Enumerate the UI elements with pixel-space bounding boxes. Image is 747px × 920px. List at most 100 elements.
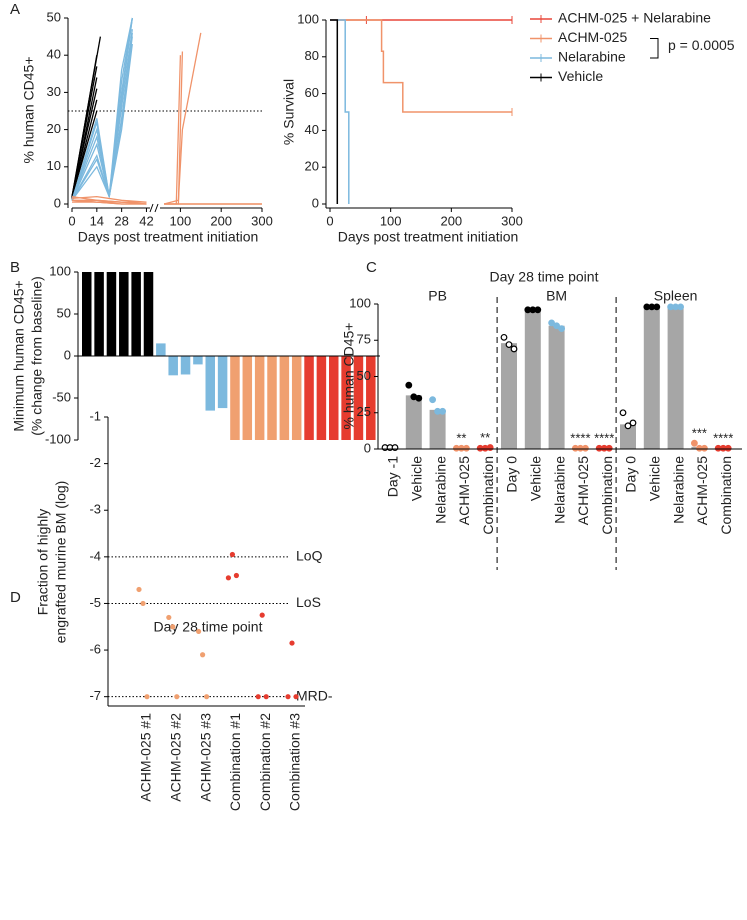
y-axis-label: % Survival: [281, 79, 297, 145]
x-tick-label: ACHM-025 #2: [168, 713, 184, 802]
x-tick-label: 14: [90, 213, 104, 228]
data-point: [558, 325, 565, 333]
y-tick-label: 100: [297, 11, 319, 26]
panel-label: C: [366, 259, 377, 276]
x-tick-label: 300: [501, 213, 523, 228]
chart-title: Day 28 time point: [490, 269, 599, 285]
y-tick-label: -4: [89, 548, 101, 563]
bar: [620, 424, 636, 449]
y-tick-label: -6: [89, 642, 101, 657]
y-tick-label: -7: [89, 688, 101, 703]
data-point: [166, 614, 172, 621]
data-line: [72, 32, 202, 205]
data-point: [619, 409, 627, 417]
y-tick-label: -2: [89, 455, 101, 470]
x-tick-label: 200: [440, 213, 462, 228]
y-tick-label: 50: [47, 9, 61, 24]
significance-label: **: [480, 430, 490, 445]
y-tick-label: 20: [305, 159, 319, 174]
x-tick-label: Combination #1: [227, 713, 243, 811]
x-tick-label: ACHM-025 #3: [197, 713, 213, 802]
bar: [267, 356, 277, 440]
p-value: p = 0.0005: [668, 37, 735, 53]
data-point: [605, 444, 613, 452]
data-point: [629, 419, 637, 427]
legend-label: ACHM-025: [558, 29, 627, 45]
y-tick-label: 75: [357, 332, 371, 347]
data-point: [500, 333, 508, 341]
data-point: [429, 396, 437, 404]
x-tick-label: Nelarabine: [551, 456, 567, 524]
y-tick-label: -100: [45, 431, 71, 446]
x-tick-label: 100: [380, 213, 402, 228]
y-tick-label: 0: [64, 347, 71, 362]
survival-curve: [330, 19, 350, 204]
bar: [82, 272, 92, 356]
group-label: Spleen: [654, 288, 698, 304]
data-point: [259, 612, 265, 618]
reference-label: LoS: [296, 594, 321, 610]
y-tick-label: 0: [364, 440, 371, 455]
x-tick-label: Combination: [599, 456, 615, 535]
bar: [501, 343, 517, 449]
y-tick-label: 100: [49, 263, 71, 278]
data-point: [174, 694, 180, 700]
data-line: [71, 77, 98, 201]
x-tick-label: Vehicle: [647, 456, 663, 501]
y-tick-label: 30: [47, 84, 61, 99]
bar: [667, 306, 684, 449]
x-tick-label: Nelarabine: [432, 456, 448, 524]
legend-label: Nelarabine: [558, 49, 626, 65]
bar: [353, 356, 364, 440]
bar: [304, 356, 314, 440]
bar: [524, 309, 541, 449]
data-point: [691, 439, 698, 447]
data-line: [71, 195, 262, 205]
reference-label: MRD-: [296, 687, 333, 703]
data-point: [136, 586, 142, 593]
data-point: [510, 345, 518, 353]
significance-label: **: [456, 431, 466, 446]
x-tick-label: 0: [326, 213, 333, 228]
data-point: [140, 600, 146, 607]
bar: [279, 356, 290, 440]
data-point: [653, 303, 661, 311]
data-point: [548, 319, 555, 327]
significance-label: ***: [692, 426, 707, 441]
y-axis-label: % human CD45+: [21, 56, 37, 163]
y-tick-label: 50: [357, 368, 371, 383]
x-tick-label: ACHM-025 #1: [138, 713, 154, 802]
bar: [341, 356, 351, 440]
bar: [230, 356, 240, 440]
y-axis-label: % human CD45+: [341, 322, 357, 429]
bar: [106, 272, 117, 356]
x-tick-label: ACHM-025: [575, 456, 591, 525]
x-tick-label: 42: [139, 213, 153, 228]
data-point: [439, 407, 447, 415]
data-point: [233, 572, 239, 579]
bar: [405, 395, 422, 449]
x-tick-label: Day 0: [504, 456, 520, 493]
bar: [254, 356, 265, 440]
y-axis-label: Minimum human CD45+: [11, 280, 27, 431]
x-tick-label: ACHM-025: [456, 456, 472, 525]
bar: [205, 356, 215, 411]
axis-break: [154, 203, 159, 213]
bar: [94, 272, 104, 356]
x-tick-label: Combination: [480, 456, 496, 535]
data-point: [553, 322, 560, 330]
y-tick-label: -3: [89, 502, 101, 517]
legend-label: Vehicle: [558, 68, 603, 84]
data-point: [677, 303, 684, 311]
y-tick-label: 100: [349, 295, 371, 310]
data-point: [624, 422, 632, 430]
bar: [429, 409, 446, 449]
data-point: [463, 444, 470, 452]
data-point: [204, 694, 210, 700]
bar: [131, 272, 141, 356]
significance-label: ****: [570, 431, 590, 446]
reference-label: LoQ: [296, 548, 323, 564]
panel-label: B: [10, 259, 20, 276]
data-point: [724, 444, 732, 452]
